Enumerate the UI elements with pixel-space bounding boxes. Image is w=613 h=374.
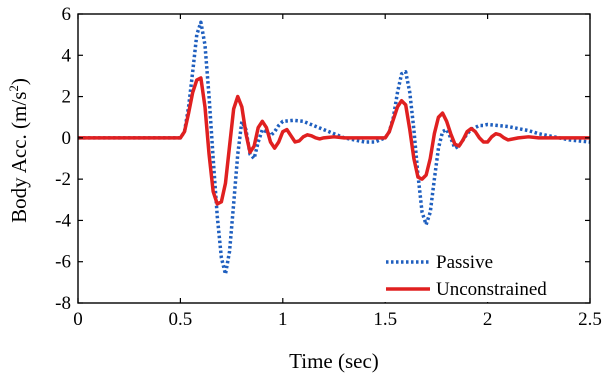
- y-tick-label-3: -2: [55, 169, 71, 190]
- x-tick-label-0: 0: [73, 309, 83, 330]
- y-tick-label-2: -4: [55, 210, 71, 231]
- x-tick-label-3: 1.5: [373, 309, 397, 330]
- x-tick-label-1: 0.5: [169, 309, 193, 330]
- x-tick-label-2: 1: [278, 309, 288, 330]
- y-axis-title-sup: 2: [6, 85, 21, 92]
- y-tick-label-7: 6: [62, 4, 72, 25]
- legend: Passive Unconstrained: [380, 246, 580, 302]
- y-axis-title: Body Acc. (m/s2): [6, 78, 31, 223]
- legend-label-unconstrained: Unconstrained: [436, 279, 547, 300]
- series-line-passive: [78, 20, 590, 276]
- y-tick-label-0: -8: [55, 293, 71, 314]
- plot-frame: [77, 13, 591, 304]
- x-tick-label-5: 2.5: [578, 309, 602, 330]
- y-tick-label-5: 2: [62, 87, 72, 108]
- y-tick-label-1: -6: [55, 252, 71, 273]
- y-tick-label-6: 4: [62, 45, 72, 66]
- legend-box: [380, 246, 580, 302]
- x-tick-label-4: 2: [483, 309, 493, 330]
- legend-label-passive: Passive: [436, 252, 493, 273]
- y-axis-title-main: Body Acc. (m/s: [7, 92, 31, 223]
- y-axis-title-close: ): [7, 78, 31, 85]
- series-line-unconstrained: [78, 76, 590, 206]
- y-tick-label-4: 0: [62, 128, 72, 149]
- x-axis-title: Time (sec): [289, 349, 379, 373]
